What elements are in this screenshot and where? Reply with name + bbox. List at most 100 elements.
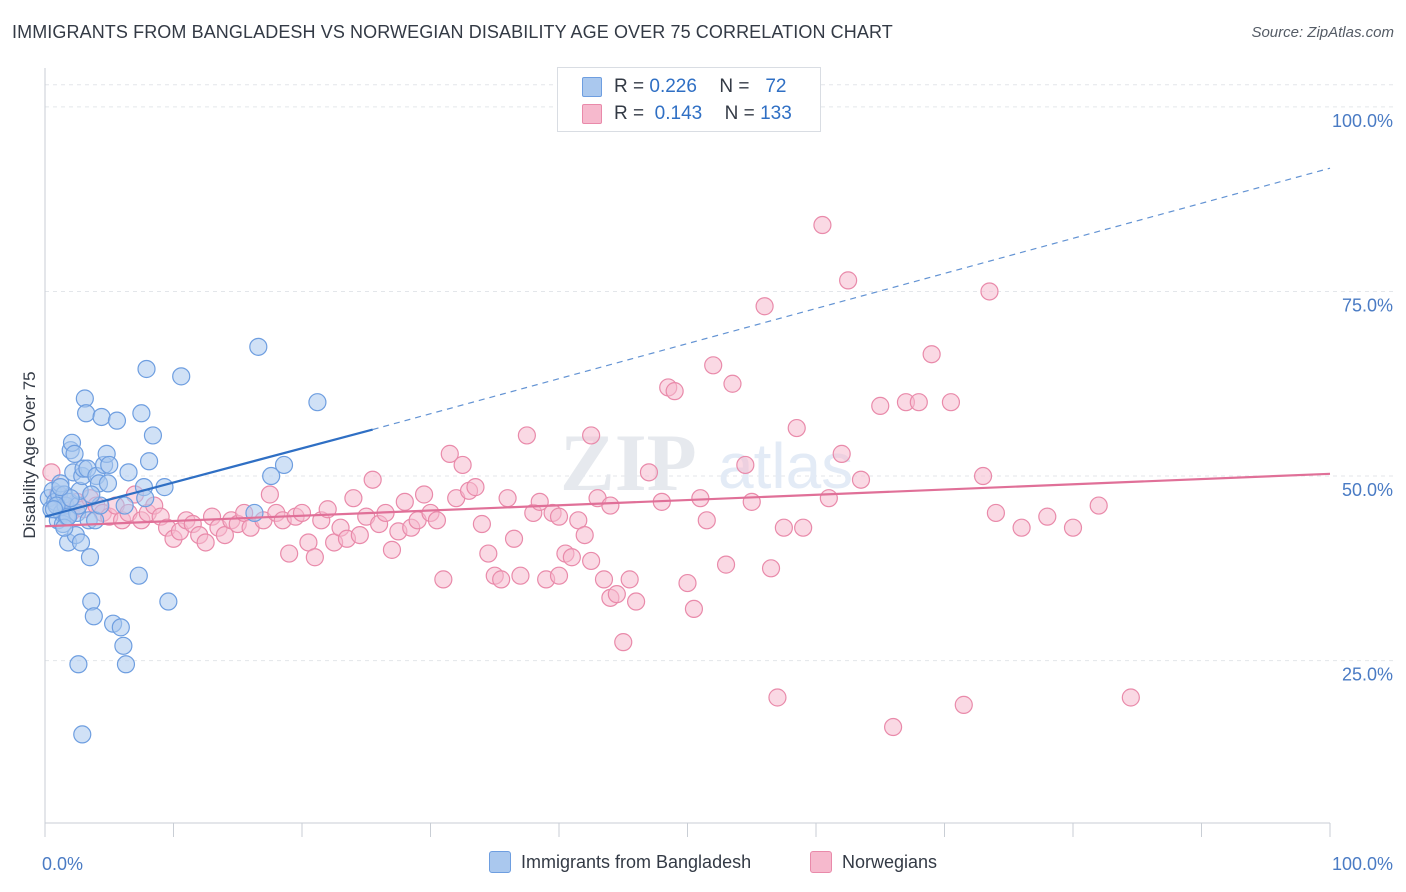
blue-swatch-icon: [582, 77, 602, 97]
norwegian-point: [575, 525, 594, 545]
norwegian-point: [794, 518, 813, 537]
bangladesh-point: [143, 426, 163, 445]
legend-r-value: 0.226: [649, 76, 697, 97]
y-tick-label: 75.0%: [1342, 295, 1393, 315]
norwegian-trend-line: [44, 472, 1331, 528]
pink-swatch-icon: [582, 104, 602, 124]
source-label: Source: ZipAtlas.com: [1251, 24, 1394, 41]
bangladesh-point: [65, 444, 84, 463]
norwegian-point: [280, 544, 299, 563]
norwegian-point: [466, 478, 485, 497]
norwegian-point: [1089, 496, 1108, 515]
bangladesh-point: [71, 533, 91, 552]
norwegian-point: [472, 514, 491, 534]
bangladesh-point: [61, 489, 80, 508]
norwegian-point: [839, 271, 858, 290]
norwegian-point: [614, 633, 633, 652]
norwegian-point: [1121, 688, 1140, 707]
norwegian-point: [736, 455, 755, 475]
norwegian-point: [954, 695, 973, 714]
norwegian-point: [639, 463, 659, 482]
norwegian-point: [350, 525, 369, 545]
norwegian-point: [305, 548, 324, 567]
bangladesh-point: [82, 485, 101, 504]
norwegian-point: [922, 345, 941, 364]
norwegian-point: [196, 533, 215, 552]
watermark-zip: ZIP: [560, 417, 697, 508]
norwegian-point: [832, 444, 851, 463]
bottom-legend-norwegians: Norwegians: [810, 851, 937, 873]
legend-row-bangladesh: R = 0.226 N = 72: [582, 74, 786, 100]
norwegian-point: [871, 396, 890, 415]
bangladesh-point: [107, 411, 127, 430]
bangladesh-point: [132, 404, 151, 423]
norwegian-point: [601, 496, 620, 515]
bangladesh-point: [92, 407, 111, 427]
norwegian-point: [986, 503, 1006, 523]
norwegian-point: [479, 544, 498, 563]
bangladesh-point: [69, 655, 88, 674]
chart-title: IMMIGRANTS FROM BANGLADESH VS NORWEGIAN …: [12, 22, 893, 42]
norwegian-point: [1063, 518, 1083, 537]
y-tick-label: 100.0%: [1332, 111, 1393, 131]
norwegian-point: [742, 492, 761, 511]
legend-r-label: R =: [614, 103, 645, 124]
trend-layer: [44, 167, 1331, 528]
bangladesh-point: [80, 548, 100, 567]
bangladesh-point: [114, 636, 133, 655]
blue-swatch-icon: [489, 851, 511, 873]
bottom-legend-label: Immigrants from Bangladesh: [521, 851, 752, 872]
bangladesh-point: [77, 404, 96, 423]
bottom-legend-bangladesh: Immigrants from Bangladesh: [489, 851, 751, 873]
norwegian-point: [434, 570, 453, 589]
norwegian-point: [761, 559, 781, 578]
correlation-legend: R = 0.226 N = 72 R = 0.143 N = 133: [557, 67, 821, 132]
norwegian-point: [787, 418, 806, 438]
legend-n-value: 133: [760, 103, 792, 124]
norwegian-point: [607, 585, 626, 604]
norwegian-point: [260, 485, 279, 504]
x-tick-label-max: 100.0%: [1332, 854, 1393, 874]
norwegian-point: [414, 485, 434, 504]
norwegian-point: [582, 551, 601, 571]
bangladesh-point: [51, 478, 70, 497]
norwegian-point: [498, 489, 517, 508]
legend-n-value: 72: [765, 76, 787, 97]
axis-layer: 25.0% 50.0% 75.0% 100.0% 0.0% 100.0%: [42, 68, 1393, 874]
bottom-legend-label: Norwegians: [842, 851, 938, 872]
legend-r-label: R =: [614, 76, 645, 97]
norwegian-point: [363, 470, 382, 489]
bangladesh-point: [274, 455, 294, 475]
bangladesh-point: [249, 337, 268, 356]
bangladesh-point: [172, 367, 191, 386]
norwegian-point: [517, 426, 536, 445]
legend-row-norwegians: R = 0.143 N = 133: [582, 101, 792, 127]
norwegian-point: [427, 511, 447, 530]
bangladesh-point: [115, 496, 134, 515]
norwegian-point: [504, 529, 524, 548]
bangladesh-trend-line: [44, 428, 373, 518]
norwegian-point: [549, 507, 569, 526]
norwegian-point: [582, 426, 601, 445]
norwegian-point: [768, 688, 787, 707]
norwegian-point: [973, 466, 993, 486]
norwegian-point: [549, 566, 569, 585]
norwegian-point: [819, 489, 838, 508]
norwegian-point: [941, 393, 961, 412]
norwegian-point: [723, 374, 742, 393]
norwegian-point: [1038, 507, 1057, 526]
grid-layer: [45, 84, 1393, 662]
norwegian-point: [697, 511, 716, 530]
bangladesh-point: [119, 463, 138, 482]
norwegian-point: [594, 570, 614, 589]
y-tick-label: 50.0%: [1342, 480, 1393, 500]
pink-swatch-icon: [810, 851, 832, 873]
norwegian-point: [851, 470, 871, 489]
norwegian-point: [980, 282, 999, 301]
bangladesh-point: [129, 566, 148, 585]
norwegian-point: [1012, 518, 1031, 537]
norwegian-point: [813, 215, 832, 235]
norwegian-point: [511, 566, 530, 585]
bangladesh-point: [111, 618, 130, 637]
